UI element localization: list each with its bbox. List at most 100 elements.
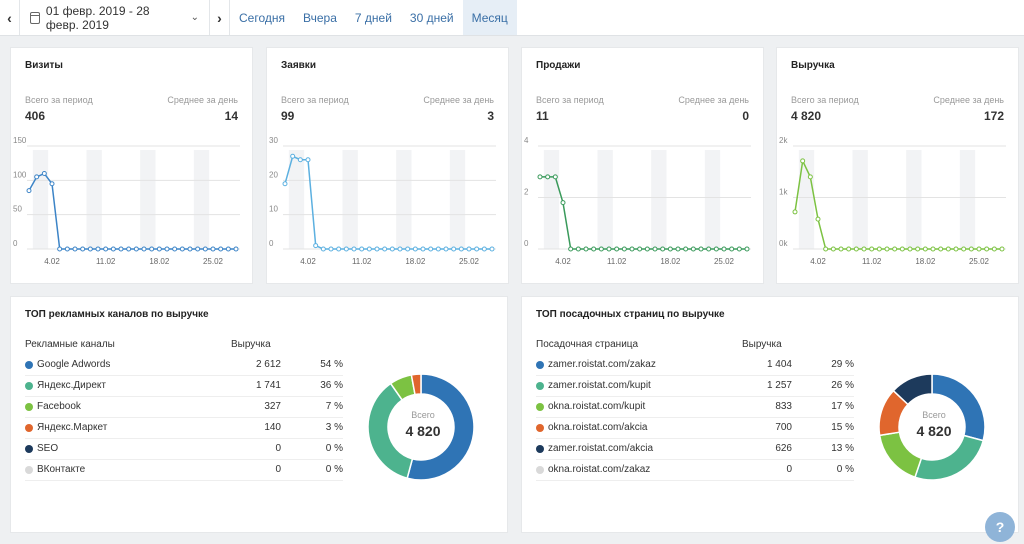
data-point — [290, 153, 296, 159]
y-tick-label: 20 — [269, 170, 278, 179]
weekend-band — [651, 150, 667, 249]
total-value: 11 — [536, 109, 549, 123]
data-point — [999, 246, 1005, 252]
legend-dot — [25, 382, 33, 390]
data-point — [72, 246, 78, 252]
data-point — [320, 246, 326, 252]
row-percent: 36 % — [320, 380, 343, 391]
row-name: ВКонтакте — [37, 464, 86, 475]
data-point — [984, 246, 990, 252]
avg-day-label: Среднее за день — [167, 95, 238, 105]
date-toolbar: ‹ 01 февр. 2019 - 28 февр. 2019 ⌄ › Сего… — [0, 0, 1024, 36]
tab-month[interactable]: Месяц — [462, 0, 517, 35]
table-row: okna.roistat.com/zakaz 0 0 % — [536, 460, 854, 481]
data-point — [179, 246, 185, 252]
avg-day-label: Среднее за день — [933, 95, 1004, 105]
data-point — [629, 246, 635, 252]
x-tick-label: 11.02 — [862, 257, 882, 266]
y-tick-label: 0 — [13, 239, 18, 248]
tab-yesterday[interactable]: Вчера — [303, 10, 337, 25]
data-point — [713, 246, 719, 252]
card-title: ТОП рекламных каналов по выручке — [25, 309, 209, 320]
row-name: Яндекс.Директ — [37, 380, 106, 391]
data-point — [41, 170, 47, 176]
legend-dot — [536, 403, 544, 411]
column-header-revenue: Выручка — [742, 339, 782, 350]
data-point — [366, 246, 372, 252]
donut-total-value: 4 820 — [405, 423, 441, 439]
series-line — [794, 158, 1002, 250]
data-point — [953, 246, 959, 252]
data-point — [282, 181, 288, 187]
x-tick-label: 11.02 — [96, 257, 116, 266]
table-row: Яндекс.Маркет 140 3 % — [25, 418, 343, 439]
data-point — [800, 158, 806, 164]
table-row: Яндекс.Директ 1 741 36 % — [25, 376, 343, 397]
data-point — [57, 246, 63, 252]
tab-7-days[interactable]: 7 дней — [354, 10, 392, 25]
tab-today[interactable]: Сегодня — [239, 10, 285, 25]
weekend-band — [852, 150, 868, 249]
row-name: okna.roistat.com/zakaz — [548, 464, 651, 475]
data-point — [489, 246, 495, 252]
avg-value: 3 — [487, 109, 494, 123]
data-point — [660, 246, 666, 252]
prev-period-button[interactable]: ‹ — [0, 0, 20, 35]
total-value: 406 — [25, 109, 46, 123]
weekend-band — [32, 150, 49, 249]
data-point — [95, 246, 101, 252]
metric-card-revenue: Выручка Всего за период Среднее за день … — [776, 47, 1019, 284]
date-range-picker[interactable]: 01 февр. 2019 - 28 февр. 2019 ⌄ — [20, 0, 210, 35]
row-name: zamer.roistat.com/zakaz — [548, 359, 656, 370]
revenue-line-chart: 2k 1k 0k 4.02 11.02 18.02 25.02 — [779, 136, 1006, 266]
row-percent: 17 % — [831, 401, 854, 412]
data-point — [598, 246, 604, 252]
avg-value: 14 — [224, 109, 238, 123]
legend-dot — [25, 424, 33, 432]
data-point — [451, 246, 457, 252]
data-point — [575, 246, 581, 252]
column-header-revenue: Выручка — [231, 339, 271, 350]
data-point — [389, 246, 395, 252]
row-percent: 29 % — [831, 359, 854, 370]
tab-30-days[interactable]: 30 дней — [409, 10, 454, 25]
row-value: 0 — [786, 464, 792, 475]
x-tick-label: 18.02 — [149, 257, 170, 266]
legend-dot — [536, 424, 544, 432]
y-tick-label: 2k — [779, 136, 788, 145]
data-point — [305, 157, 311, 163]
data-point — [838, 246, 844, 252]
column-header-channel: Рекламные каналы — [25, 339, 115, 350]
row-percent: 0 % — [836, 464, 854, 475]
data-point — [853, 246, 859, 252]
row-value: 140 — [264, 422, 281, 433]
pages-donut-chart — [878, 373, 986, 481]
metric-card-sales: Продажи Всего за период Среднее за день … — [521, 47, 764, 284]
total-period-label: Всего за период — [25, 95, 93, 105]
data-point — [961, 246, 967, 252]
data-point — [884, 246, 890, 252]
x-tick-label: 25.02 — [969, 257, 990, 266]
data-point — [907, 246, 913, 252]
x-tick-label: 4.02 — [555, 257, 571, 266]
data-point — [481, 246, 487, 252]
weekend-band — [86, 150, 102, 249]
row-percent: 13 % — [831, 443, 854, 454]
data-point — [683, 246, 689, 252]
weekend-band — [288, 150, 305, 249]
legend-dot — [536, 361, 544, 369]
data-point — [351, 246, 357, 252]
card-title: Визиты — [25, 60, 63, 71]
y-tick-label: 50 — [13, 205, 22, 214]
data-point — [938, 246, 944, 252]
row-name: okna.roistat.com/kupit — [548, 401, 646, 412]
total-period-label: Всего за период — [536, 95, 604, 105]
total-value: 99 — [281, 109, 295, 123]
series-line — [540, 176, 747, 250]
row-value: 1 741 — [255, 380, 281, 391]
donut-slice — [914, 434, 985, 481]
data-point — [876, 246, 882, 252]
data-point — [792, 209, 798, 215]
next-period-button[interactable]: › — [210, 0, 230, 35]
help-button[interactable]: ? — [985, 512, 1015, 542]
